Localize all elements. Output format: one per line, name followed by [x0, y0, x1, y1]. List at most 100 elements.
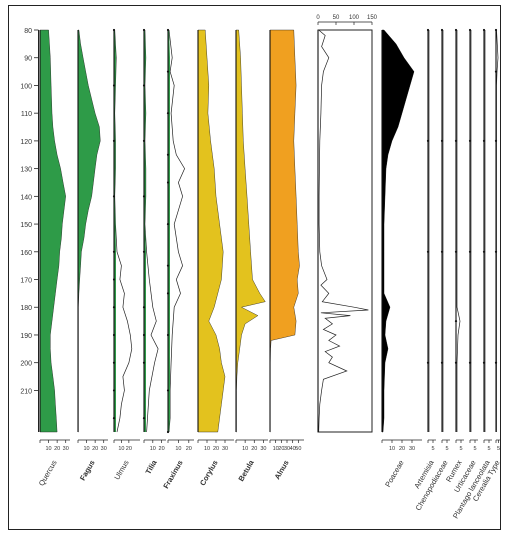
sample-dot — [166, 70, 170, 73]
curve-fill — [39, 29, 66, 433]
depth-tick-label: 80 — [24, 28, 32, 35]
x-tick-label: 10 — [84, 446, 90, 452]
sample-dot — [112, 250, 116, 253]
x-tick-label: 5 — [445, 446, 448, 452]
sample-dot — [166, 181, 170, 184]
sample-dot — [112, 195, 116, 198]
depth-tick-label: 210 — [20, 388, 32, 395]
sample-dot — [468, 250, 472, 253]
curve-line — [168, 29, 185, 433]
panel-ulmus: 10 20 Ulmus — [112, 28, 140, 481]
curve-fill — [197, 29, 226, 433]
sample-dot — [112, 84, 116, 87]
panel-fagus: 10 20 30 Fagus — [77, 29, 108, 483]
x-tick-label: 20 — [213, 446, 219, 452]
sample-dot — [112, 417, 116, 420]
x-tick-label: 20 — [251, 446, 257, 452]
sample-dot — [166, 112, 170, 115]
panel-alnus: 10 20 30 40 50 Alnus — [269, 29, 304, 481]
sample-dot — [494, 28, 498, 32]
top-tick-label: 0 — [316, 15, 320, 21]
sample-dot — [142, 361, 146, 364]
taxon-label: Poaceae — [383, 459, 406, 489]
sample-dot — [454, 139, 458, 142]
x-tick-label: 10 — [118, 446, 124, 452]
taxon-label: Fagus — [78, 459, 97, 483]
panel-betula: 10 20 30 Betula — [235, 29, 268, 483]
sample-dot — [112, 389, 116, 392]
x-tick-label: 20 — [126, 446, 132, 452]
sample-dot — [468, 361, 472, 364]
sample-dot — [142, 139, 146, 142]
depth-tick-label: 180 — [20, 305, 32, 312]
sample-dot — [142, 333, 146, 337]
sample-dot — [142, 28, 146, 32]
x-tick-label: 20 — [92, 446, 98, 452]
sample-dot — [426, 250, 430, 253]
taxon-label: Ulmus — [112, 458, 131, 481]
sample-dot — [112, 333, 116, 337]
x-tick-label: 30 — [409, 446, 415, 452]
sample-dot — [454, 320, 458, 323]
sample-dot — [454, 250, 458, 253]
sample-dot — [112, 361, 116, 364]
curve-line — [144, 29, 159, 433]
sample-dot — [440, 139, 444, 142]
depth-tick-label: 170 — [20, 278, 32, 285]
x-tick-label: 20 — [399, 446, 405, 452]
depth-tick-label: 150 — [20, 222, 32, 229]
x-tick-label: 20 — [54, 446, 60, 452]
depth-tick-label: 190 — [20, 333, 32, 340]
sample-dot — [166, 264, 170, 267]
depth-tick-label: 130 — [20, 167, 32, 174]
panel-poaceae: 10 20 30 Poaceae — [381, 29, 422, 489]
sample-dot — [166, 292, 170, 295]
x-tick-label: 5 — [487, 446, 490, 452]
x-tick-label: 30 — [284, 446, 290, 452]
x-tick-label: 10 — [242, 446, 248, 452]
curve-line — [318, 29, 369, 433]
x-tick-label: 20 — [186, 446, 192, 452]
sample-dot — [426, 139, 430, 142]
depth-tick-label: 90 — [24, 56, 32, 63]
sample-dot — [426, 28, 430, 32]
sample-dot — [468, 139, 472, 142]
sample-dot — [166, 222, 170, 226]
panel-unlabelled-curve: 0 50 100 150 — [316, 15, 378, 433]
x-tick-label: 5 — [431, 446, 434, 452]
sample-dot — [494, 361, 498, 364]
top-tick-label: 150 — [367, 15, 378, 21]
x-tick-label: 10 — [175, 446, 181, 452]
x-tick-label: 10 — [150, 446, 156, 452]
x-tick-label: 30 — [260, 446, 266, 452]
sample-dot — [166, 389, 170, 392]
sample-dot — [142, 84, 146, 87]
sample-dot — [142, 195, 146, 198]
panel-quercus: 10 20 30 Quercus — [37, 29, 70, 488]
sample-dot — [142, 250, 146, 253]
sample-dot — [482, 250, 486, 253]
curve-fill — [269, 29, 300, 433]
sample-dot — [494, 139, 498, 142]
sample-dot — [440, 250, 444, 253]
sample-dot — [482, 361, 486, 364]
top-tick-label: 50 — [333, 15, 340, 21]
x-tick-label: 20 — [278, 446, 284, 452]
curve-fill — [77, 29, 101, 433]
x-tick-label: 40 — [290, 446, 296, 452]
taxon-label: Quercus — [37, 458, 59, 487]
sample-dot — [454, 361, 458, 364]
sample-dot — [468, 28, 472, 32]
sample-dot — [112, 139, 116, 142]
x-tick-label: 5 — [497, 446, 500, 452]
x-tick-label: 5 — [459, 446, 462, 452]
panel-tilia: 10 20 Tilia — [142, 28, 166, 476]
sample-dot — [112, 28, 116, 32]
x-tick-label: 5 — [473, 446, 476, 452]
sample-dot — [166, 153, 170, 156]
